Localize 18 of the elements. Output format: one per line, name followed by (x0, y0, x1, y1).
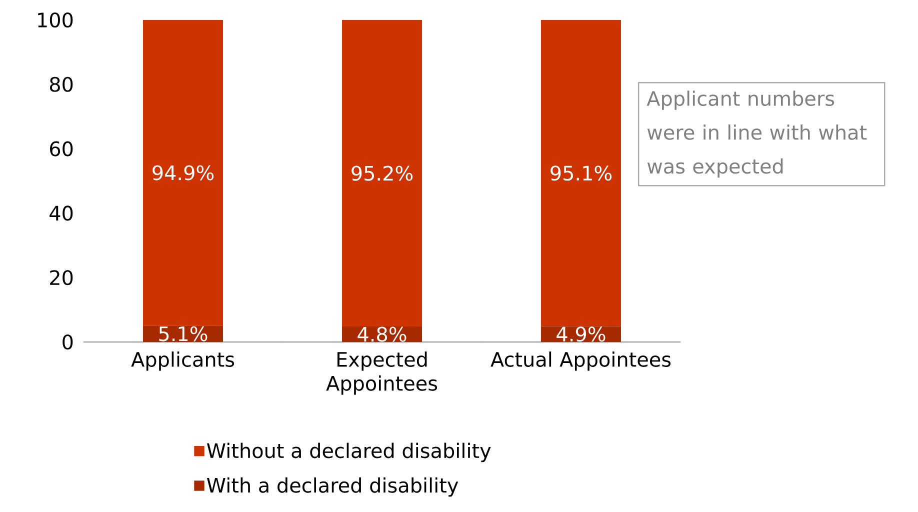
y-tick-label: 40 (50, 206, 73, 221)
data-label: 5.1% (159, 326, 208, 342)
y-tick-label: 100 (38, 12, 73, 28)
data-label: 94.9% (152, 165, 214, 180)
x-tick-label: Applicants (131, 352, 234, 371)
y-tick-label: 80 (50, 76, 73, 92)
data-label: 95.1% (550, 166, 612, 181)
y-tick-label: 20 (50, 270, 73, 286)
legend-label: Without a declared disability (207, 442, 491, 462)
annotation: Applicant numbers were in line with what was expected (646, 90, 867, 178)
data-label: 4.8% (358, 326, 406, 342)
x-tick-label: Actual Appointees (490, 352, 671, 371)
data-label: 4.9% (556, 326, 606, 342)
y-tick-label: 60 (50, 141, 73, 156)
legend-label: With a declared disability (207, 477, 458, 497)
data-label: 95.2% (352, 166, 413, 181)
y-tick-label: 0 (62, 334, 73, 350)
x-tick-label: Expected Appointees (326, 352, 438, 395)
